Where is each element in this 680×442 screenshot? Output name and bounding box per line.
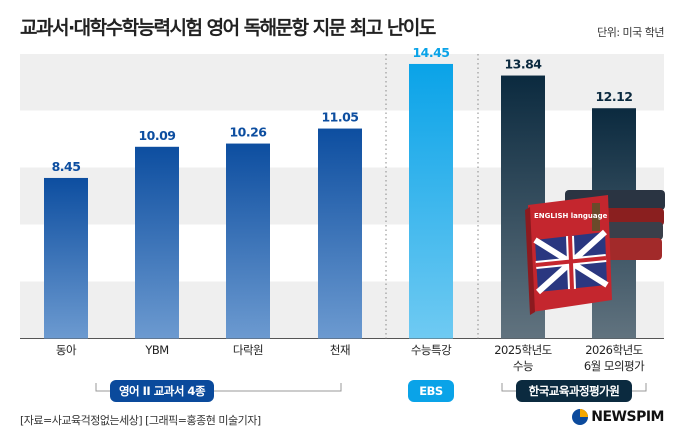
category-label: 천재 <box>330 343 350 357</box>
unit-label: 단위: 미국 학년 <box>597 26 664 39</box>
category-label: 2026학년도 <box>585 343 643 357</box>
category-label: 수능특강 <box>411 343 452 357</box>
big-ben-icon <box>592 203 600 231</box>
grid-band <box>20 54 664 111</box>
union-jack-cross <box>535 235 607 290</box>
value-label: 11.05 <box>321 110 358 125</box>
bar <box>409 63 453 339</box>
value-label: 10.09 <box>138 128 175 143</box>
bar <box>226 143 270 339</box>
value-label: 13.84 <box>504 57 542 72</box>
book-title: ENGLISH language <box>534 212 608 220</box>
group-bracket <box>95 383 342 392</box>
chart-title: 교과서·대학수학능력시험 영어 독해문항 지문 최고 난이도 <box>20 17 436 39</box>
category-label: 6월 모의평가 <box>584 359 645 373</box>
value-label: 12.12 <box>595 89 632 104</box>
group-label: 영어 II 교과서 4종 <box>110 380 214 402</box>
group-label: EBS <box>408 380 454 402</box>
books-illustration: ENGLISH language <box>525 190 665 315</box>
category-label: YBM <box>144 343 168 357</box>
book <box>600 238 662 260</box>
value-label: 8.45 <box>52 159 81 174</box>
bar <box>318 128 362 339</box>
logo-text: NEWSPIM <box>591 409 664 425</box>
bar <box>44 177 88 339</box>
source-credit: [자료=사교육걱정없는세상] [그래픽=홍종현 미술기자] <box>20 414 261 427</box>
group-label: 한국교육과정평가원 <box>516 380 632 402</box>
logo-icon <box>572 409 589 425</box>
book-spine <box>525 207 535 315</box>
value-label: 14.45 <box>412 45 449 60</box>
category-label: 수능 <box>513 359 533 373</box>
bar <box>135 146 179 339</box>
category-label: 동아 <box>56 343 77 357</box>
category-label: 다락원 <box>233 343 263 357</box>
value-label: 10.26 <box>229 125 267 140</box>
category-label: 2025학년도 <box>494 343 552 357</box>
newspim-logo: NEWSPIM <box>571 408 664 426</box>
